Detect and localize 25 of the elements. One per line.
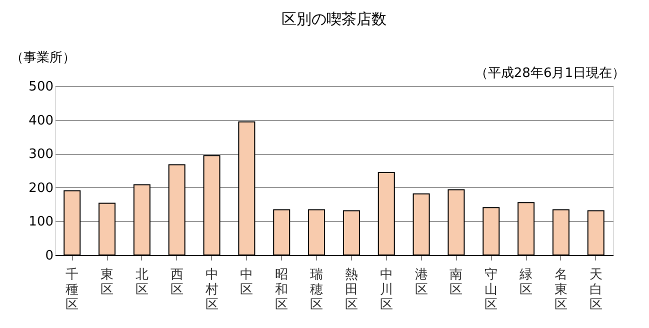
x-tick-label: 緑区 — [518, 268, 533, 298]
chart-title: 区別の喫茶店数 — [282, 10, 386, 28]
x-tick-label: 西区 — [170, 268, 184, 298]
x-tick-label: 港区 — [414, 268, 428, 298]
x-tick-label: 北区 — [135, 268, 148, 298]
x-tick-label: 昭和区 — [275, 268, 288, 312]
y-tick-label: 0 — [45, 248, 54, 264]
x-tick-label: 中村区 — [204, 268, 218, 312]
x-tick-label: 守山区 — [484, 268, 498, 312]
x-tick-label: 中川区 — [380, 268, 393, 312]
y-tick-label: 500 — [28, 80, 54, 94]
x-tick-label: 天白区 — [589, 268, 602, 312]
y-tick-label: 200 — [28, 180, 54, 196]
x-tick-label: 熱田区 — [344, 268, 358, 312]
x-tick-label: 東区 — [100, 268, 114, 298]
x-tick-label: 千種区 — [66, 268, 79, 312]
x-tick-label: 名東区 — [554, 268, 568, 312]
text: （平成28年6月1日現在） — [474, 66, 625, 81]
x-tick-label: 南区 — [450, 268, 463, 298]
y-tick-label: 300 — [28, 147, 54, 162]
x-tick-label: 中区 — [240, 268, 254, 298]
y-tick-label: 100 — [28, 214, 54, 230]
y-axis-title: （事業所） — [10, 50, 76, 66]
y-tick-label: 400 — [28, 113, 54, 128]
x-tick-label: 瑞穂区 — [310, 268, 324, 312]
